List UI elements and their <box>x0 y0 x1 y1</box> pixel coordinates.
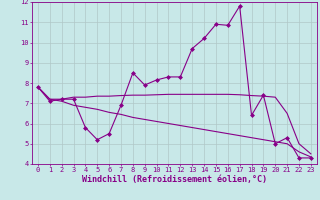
X-axis label: Windchill (Refroidissement éolien,°C): Windchill (Refroidissement éolien,°C) <box>82 175 267 184</box>
